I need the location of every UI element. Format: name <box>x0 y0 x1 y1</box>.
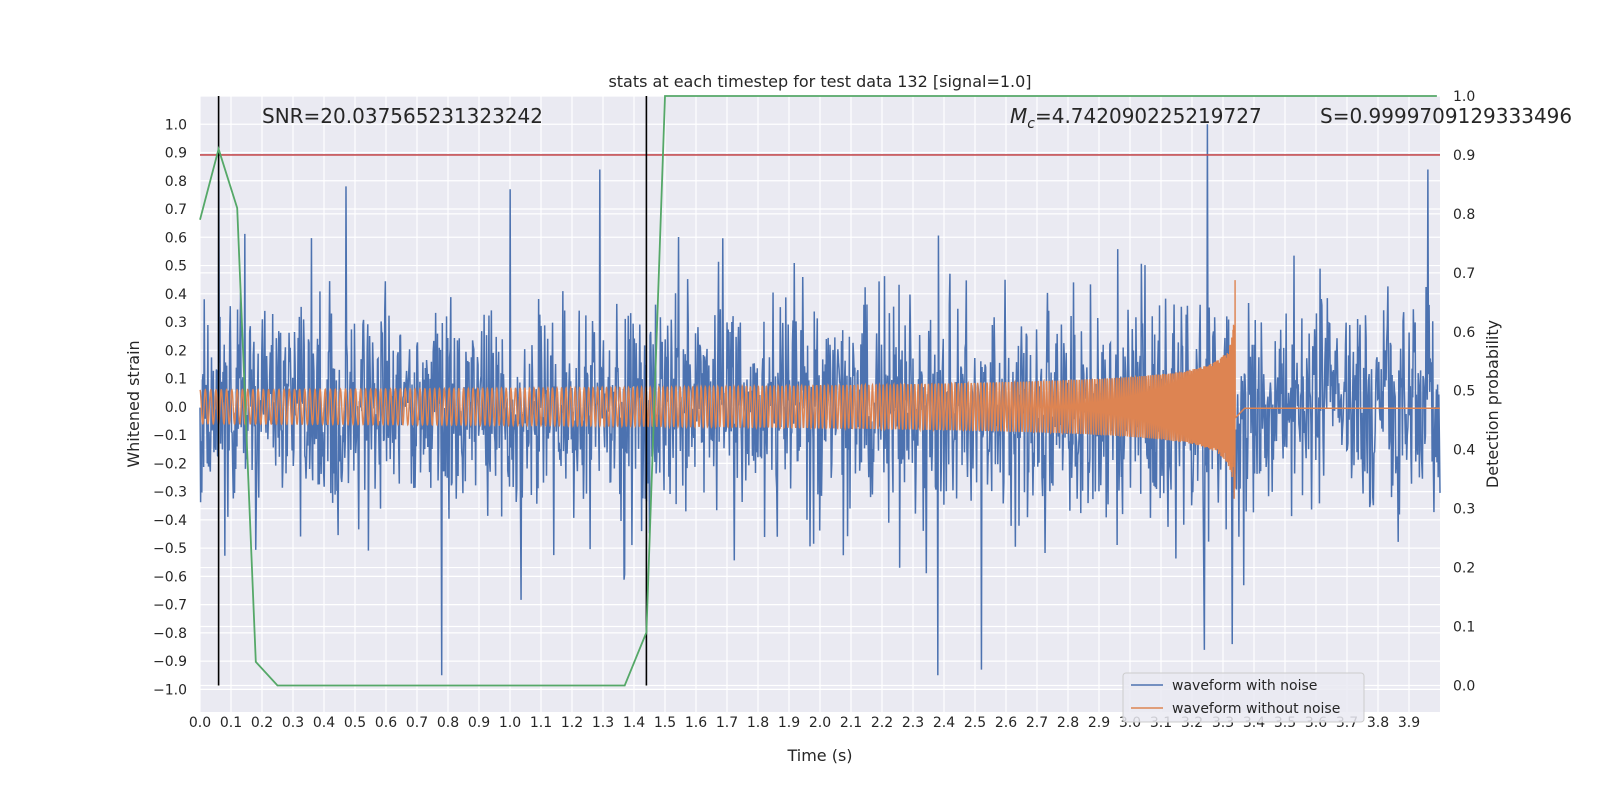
series-detection-probability <box>199 95 1437 687</box>
x-tick-label: 1.6 <box>685 715 707 731</box>
y-tick-label-left: −0.9 <box>153 654 187 670</box>
legend: waveform with noise waveform without noi… <box>1122 672 1365 723</box>
y-tick-label-left: 0.2 <box>165 343 187 359</box>
x-tick-label: 2.4 <box>933 715 955 731</box>
x-axis-label: Time (s) <box>786 746 852 765</box>
y-tick-label-left: 0.3 <box>165 315 187 331</box>
y-tick-label-right: 0.8 <box>1453 207 1475 223</box>
y-tick-label-left: 1.0 <box>165 117 187 133</box>
y-tick-label-left: −0.3 <box>153 485 187 501</box>
y-tick-label-left: −0.1 <box>153 428 187 444</box>
y-tick-label-left: 0.6 <box>165 230 187 246</box>
x-tick-label: 2.3 <box>902 715 924 731</box>
x-tick-label: 3.8 <box>1367 715 1389 731</box>
x-tick-label: 0.1 <box>220 715 242 731</box>
y-tick-label-left: −0.6 <box>153 569 187 585</box>
y-tick-label-left: −0.7 <box>153 598 187 614</box>
y-tick-label-left: 0.7 <box>165 202 187 218</box>
y-tick-label-right: 0.9 <box>1453 148 1475 164</box>
y-tick-label-right: 0.5 <box>1453 384 1475 400</box>
legend-label-clean: waveform without noise <box>1172 701 1340 717</box>
y-tick-label-left: 0.9 <box>165 146 187 162</box>
x-tick-label: 2.9 <box>1088 715 1110 731</box>
series-waveform-without-noise <box>199 280 1440 499</box>
x-tick-label: 2.1 <box>840 715 862 731</box>
x-tick-label: 1.2 <box>561 715 583 731</box>
x-tick-label: 2.6 <box>995 715 1017 731</box>
x-tick-label: 0.3 <box>282 715 304 731</box>
y-axis-label-left: Whitened strain <box>124 340 143 467</box>
y-tick-label-left: 0.8 <box>165 174 187 190</box>
x-tick-label: 2.7 <box>1026 715 1048 731</box>
ticks: 0.0 0.1 0.2 0.3 0.4 0.5 0.6 0.7 0.8 0.9 1.0 1.1 1.2 1… <box>153 89 1475 731</box>
x-tick-label: 0.6 <box>375 715 397 731</box>
x-tick-label: 1.9 <box>778 715 800 731</box>
x-tick-label: 2.5 <box>964 715 986 731</box>
x-tick-label: 2.8 <box>1057 715 1079 731</box>
x-tick-label: 1.7 <box>716 715 738 731</box>
x-tick-label: 0.9 <box>468 715 490 731</box>
y-tick-label-right: 0.6 <box>1453 325 1475 341</box>
y-tick-label-left: −0.5 <box>153 541 187 557</box>
y-tick-label-left: 0.1 <box>165 372 187 388</box>
series-layer <box>199 95 1441 687</box>
x-tick-label: 2.2 <box>871 715 893 731</box>
y-tick-label-right: 0.1 <box>1453 620 1475 636</box>
y-tick-label-left: −0.8 <box>153 626 187 642</box>
y-tick-label-right: 0.2 <box>1453 561 1475 577</box>
chirp-mass-annotation: Mc=4.742090225219727 <box>1010 104 1262 132</box>
y-tick-label-right: 1.0 <box>1453 89 1475 105</box>
x-tick-label: 1.8 <box>747 715 769 731</box>
y-axis-label-right: Detection probability <box>1483 320 1502 488</box>
legend-box <box>1122 672 1365 723</box>
y-tick-label-left: 0.0 <box>165 400 187 416</box>
x-tick-label: 0.2 <box>251 715 273 731</box>
snr-annotation: SNR=20.037565231323242 <box>262 104 543 128</box>
y-tick-label-right: 0.3 <box>1453 502 1475 518</box>
y-tick-label-left: 0.4 <box>165 287 187 303</box>
y-tick-label-right: 0.4 <box>1453 443 1475 459</box>
x-tick-label: 1.3 <box>592 715 614 731</box>
legend-label-noise: waveform with noise <box>1172 678 1317 694</box>
x-tick-label: 0.8 <box>437 715 459 731</box>
x-tick-label: 0.0 <box>189 715 211 731</box>
x-tick-label: 3.9 <box>1398 715 1420 731</box>
x-tick-label: 1.1 <box>530 715 552 731</box>
y-tick-label-left: 0.5 <box>165 259 187 275</box>
y-tick-label-left: −0.2 <box>153 456 187 472</box>
y-tick-label-right: 0.7 <box>1453 266 1475 282</box>
x-tick-label: 1.5 <box>654 715 676 731</box>
x-tick-label: 1.4 <box>623 715 645 731</box>
score-annotation: S=0.9999709129333496 <box>1320 104 1572 128</box>
chart-title: stats at each timestep for test data 132… <box>608 72 1031 91</box>
chirp-mass-value: =4.742090225219727 <box>1035 104 1262 128</box>
y-tick-label-left: −0.4 <box>153 513 187 529</box>
x-tick-label: 0.7 <box>406 715 428 731</box>
y-tick-label-left: −1.0 <box>153 682 187 698</box>
x-tick-label: 0.5 <box>344 715 366 731</box>
x-tick-label: 1.0 <box>499 715 521 731</box>
chirp-mass-subscript: c <box>1027 116 1035 132</box>
chirp-mass-symbol: M <box>1010 104 1027 128</box>
x-tick-label: 2.0 <box>809 715 831 731</box>
x-tick-label: 0.4 <box>313 715 335 731</box>
y-tick-label-right: 0.0 <box>1453 678 1475 694</box>
